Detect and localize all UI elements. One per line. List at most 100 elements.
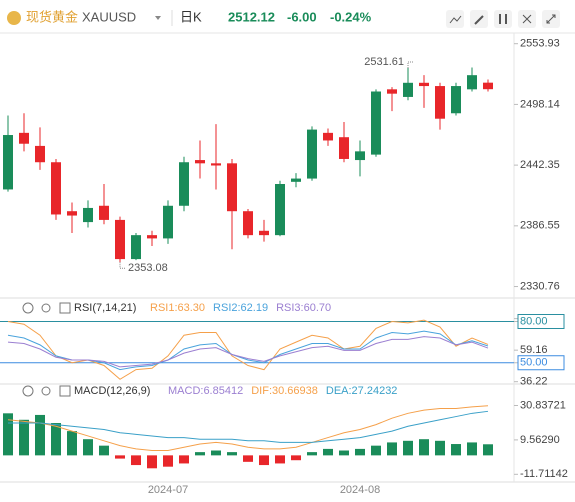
macd-line: [7, 405, 489, 452]
legend-entry: RSI1:63.30: [150, 302, 205, 314]
settings-icon[interactable]: [41, 303, 51, 313]
candle-body: [275, 184, 285, 236]
legend-entry: RSI2:62.19: [213, 302, 268, 314]
hide-icon[interactable]: [22, 385, 34, 397]
y-tick-label: 50.00: [520, 357, 548, 369]
candle-body: [259, 230, 269, 236]
indicator-title: RSI(7,14,21): [74, 302, 136, 314]
candle-body: [371, 91, 381, 155]
candle-body: [403, 82, 413, 97]
macd-bar: [243, 455, 253, 462]
candle-body: [323, 132, 333, 141]
candle-body: [51, 162, 61, 215]
x-tick-label: 2024-08: [340, 484, 380, 496]
y-tick-label: 2386.55: [520, 220, 560, 232]
x-tick-label: 2024-07: [148, 484, 188, 496]
macd-bar: [163, 455, 173, 467]
candle-body: [195, 160, 205, 164]
candle-body: [147, 235, 157, 239]
legend-entry: DIF:30.66938: [251, 385, 318, 397]
candle-body: [467, 75, 477, 90]
macd-bar: [355, 448, 365, 456]
legend-entry: MACD:6.85412: [168, 385, 243, 397]
macd-bar: [483, 444, 493, 456]
expand-icon[interactable]: [59, 385, 71, 397]
candle-body: [291, 178, 301, 182]
candle-body: [99, 205, 109, 220]
y-tick-label: 2498.14: [520, 98, 560, 110]
candle-body: [243, 211, 253, 236]
legend-entry: DEA:27.24232: [326, 385, 398, 397]
macd-bar: [195, 452, 205, 456]
macd-bar: [19, 419, 29, 456]
candle-body: [35, 145, 45, 163]
macd-bar: [67, 431, 77, 456]
hide-icon[interactable]: [22, 302, 34, 314]
macd-bar: [339, 450, 349, 456]
candle-body: [131, 235, 141, 260]
tool-icon: [474, 15, 484, 25]
rsi-tools: [22, 302, 71, 314]
macd-bar: [451, 444, 461, 456]
candle-body: [83, 207, 93, 223]
tool-icon: [449, 15, 462, 24]
candle-body: [483, 82, 493, 90]
price: 2512.12: [228, 9, 275, 24]
y-tick-label: -11.71142: [520, 468, 568, 480]
candle-body: [387, 89, 397, 94]
macd-bar: [179, 455, 189, 464]
symbol-icon: [7, 11, 21, 25]
candle-body: [451, 86, 461, 114]
macd-bar: [35, 414, 45, 456]
macd-bar: [83, 439, 93, 456]
tick-box: [517, 314, 565, 329]
candle-body: [307, 129, 317, 179]
y-tick-label: 80.00: [520, 315, 548, 327]
indicator-title: MACD(12,26,9): [74, 385, 150, 397]
macd-bar: [227, 452, 237, 456]
tool-icon: [522, 14, 532, 24]
macd-bar: [3, 413, 13, 456]
candle-body: [339, 137, 349, 159]
macd-bar: [99, 445, 109, 456]
annotation: 2531.61: [364, 56, 404, 68]
change: -6.00: [287, 9, 317, 24]
candle-body: [211, 163, 221, 166]
macd-bar: [131, 455, 141, 466]
macd-bar: [387, 442, 397, 456]
annotation-leader: [119, 262, 126, 269]
y-tick-label: 2330.76: [520, 280, 560, 292]
settings-icon[interactable]: [41, 386, 51, 396]
macd-bar: [467, 442, 477, 456]
expand-icon[interactable]: [59, 302, 71, 314]
y-tick-label: 2442.35: [520, 159, 560, 171]
macd-bar: [291, 455, 301, 461]
annotation-leader: [407, 61, 414, 68]
macd-bar: [419, 439, 429, 456]
tool-icon: [499, 14, 507, 24]
y-tick-label: 59.16: [520, 344, 548, 356]
change-pct: -0.24%: [330, 9, 372, 24]
period[interactable]: 日K: [180, 9, 202, 24]
candle-body: [3, 135, 13, 190]
candle-body: [179, 162, 189, 206]
macd-bar: [147, 455, 157, 469]
macd-bar: [51, 423, 61, 456]
macd-bar: [435, 440, 445, 456]
candle-body: [355, 151, 365, 161]
candle-body: [163, 205, 173, 239]
candle-body: [419, 82, 429, 87]
dropdown[interactable]: [155, 16, 161, 20]
toolbar: [446, 10, 560, 28]
symbol-code[interactable]: XAUUSD: [82, 9, 136, 24]
candle-body: [435, 86, 445, 119]
tool-button[interactable]: [494, 10, 512, 28]
macd-line: [8, 410, 489, 443]
macd-bar: [115, 455, 125, 459]
symbol-name[interactable]: 现货黄金: [26, 9, 78, 24]
y-tick-label: 9.56290: [520, 434, 560, 446]
y-tick-label: 2553.93: [520, 38, 560, 50]
macd-bar: [403, 440, 413, 456]
y-tick-label: 36.22: [520, 376, 548, 388]
macd-bar: [259, 455, 269, 466]
